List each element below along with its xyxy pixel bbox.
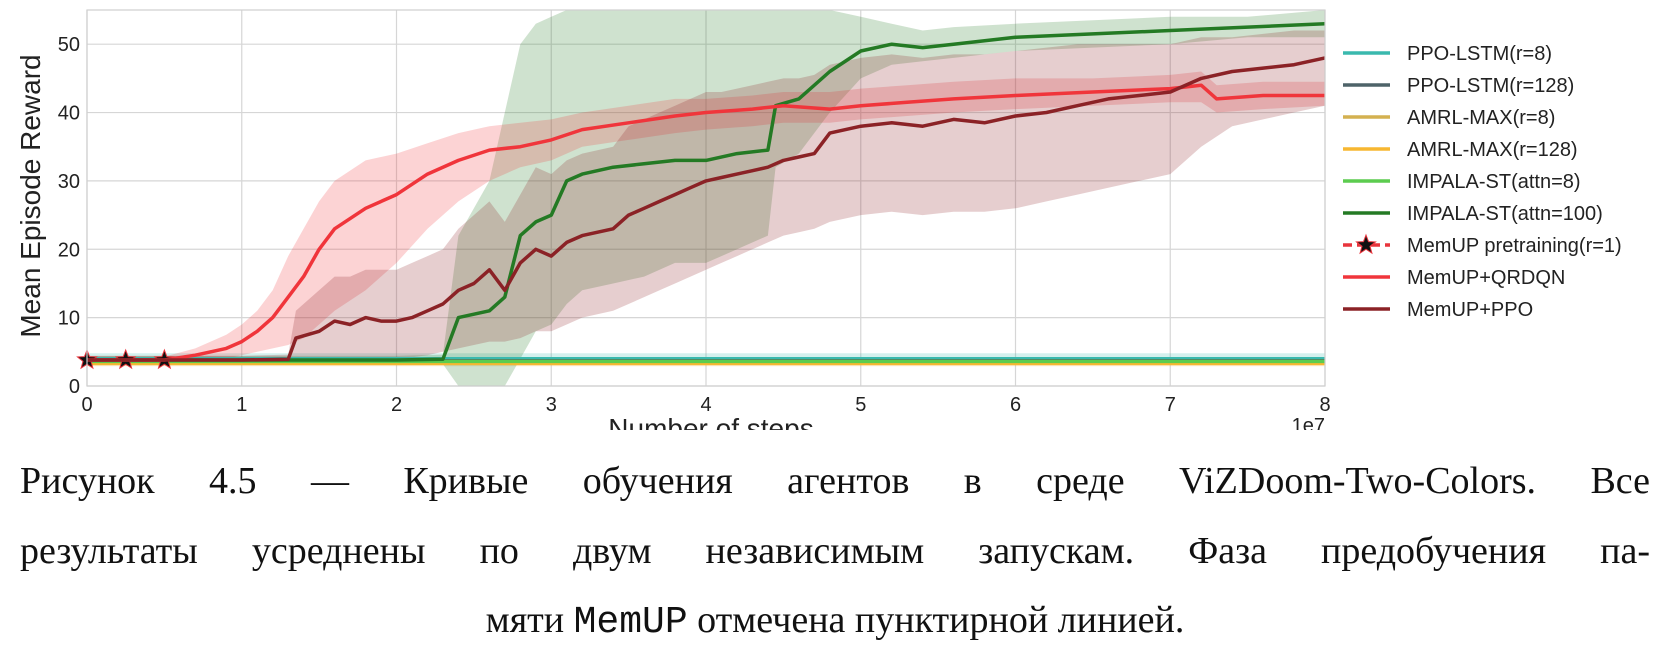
x-tick-label: 7 xyxy=(1165,394,1176,416)
x-tick-label: 3 xyxy=(546,394,557,416)
confidence-band-8 xyxy=(87,30,1325,365)
legend: PPO-LSTM(r=8) PPO-LSTM(r=128) AMRL-MAX(r=8… xyxy=(1343,43,1622,321)
plot-frame xyxy=(86,9,1326,387)
series-line-7 xyxy=(87,83,1325,362)
y-tick-label: 10 xyxy=(58,308,80,330)
confidence-band-7 xyxy=(87,71,1325,364)
confidence-band-5 xyxy=(87,10,1325,386)
caption-text-post: отмечена пунктирной линией. xyxy=(687,599,1185,641)
legend-label-3: AMRL-MAX(r=128) xyxy=(1407,139,1578,161)
legend-label-8: MemUP+PPO xyxy=(1407,299,1533,321)
learning-curves-chart: 0 1 2 3 4 5 6 7 8 0 10 20 30 40 50 Number of steps Mea… xyxy=(15,9,1622,430)
legend-label-6: MemUP pretraining(r=1) xyxy=(1407,235,1622,257)
figure-caption-line-2: результаты усреднены по двум независимым… xyxy=(20,530,1650,572)
series-line-5 xyxy=(87,21,1326,362)
series-line-8 xyxy=(87,56,1326,362)
y-axis-label: Mean Episode Reward xyxy=(15,54,46,337)
x-tick-label: 1 xyxy=(236,394,247,416)
y-tick-label: 50 xyxy=(58,34,80,56)
tick-labels: 0 1 2 3 4 5 6 7 8 0 10 20 30 40 50 xyxy=(58,34,1331,416)
caption-code-memup: MemUP xyxy=(573,601,688,644)
y-tick-label: 0 xyxy=(69,376,80,398)
y-tick-label: 40 xyxy=(58,103,80,125)
legend-label-4: IMPALA-ST(attn=8) xyxy=(1407,171,1581,193)
legend-label-1: PPO-LSTM(r=128) xyxy=(1407,75,1574,97)
x-axis-label: Number of steps xyxy=(608,413,813,430)
x-axis-offset-label: 1e7 xyxy=(1292,415,1325,430)
legend-star-marker xyxy=(1355,233,1377,255)
y-tick-label: 20 xyxy=(58,239,80,261)
figure-caption-line-1: Рисунок 4.5 — Кривые обучения агентов в … xyxy=(20,460,1650,502)
legend-label-7: MemUP+QRDQN xyxy=(1407,267,1565,289)
x-tick-label: 6 xyxy=(1010,394,1021,416)
x-tick-label: 0 xyxy=(81,394,92,416)
x-tick-label: 4 xyxy=(700,394,711,416)
axes xyxy=(86,9,1326,387)
legend-label-5: IMPALA-ST(attn=100) xyxy=(1407,203,1603,225)
caption-text-pre: мяти xyxy=(485,599,574,641)
legend-label-0: PPO-LSTM(r=8) xyxy=(1407,43,1552,65)
series-lines xyxy=(76,21,1326,370)
x-tick-label: 5 xyxy=(855,394,866,416)
figure-caption-line-3: мяти MemUP отмечена пунктирной линией. xyxy=(20,585,1650,658)
legend-label-2: AMRL-MAX(r=8) xyxy=(1407,107,1555,129)
x-tick-label: 2 xyxy=(391,394,402,416)
x-tick-label: 8 xyxy=(1319,394,1330,416)
y-tick-label: 30 xyxy=(58,171,80,193)
